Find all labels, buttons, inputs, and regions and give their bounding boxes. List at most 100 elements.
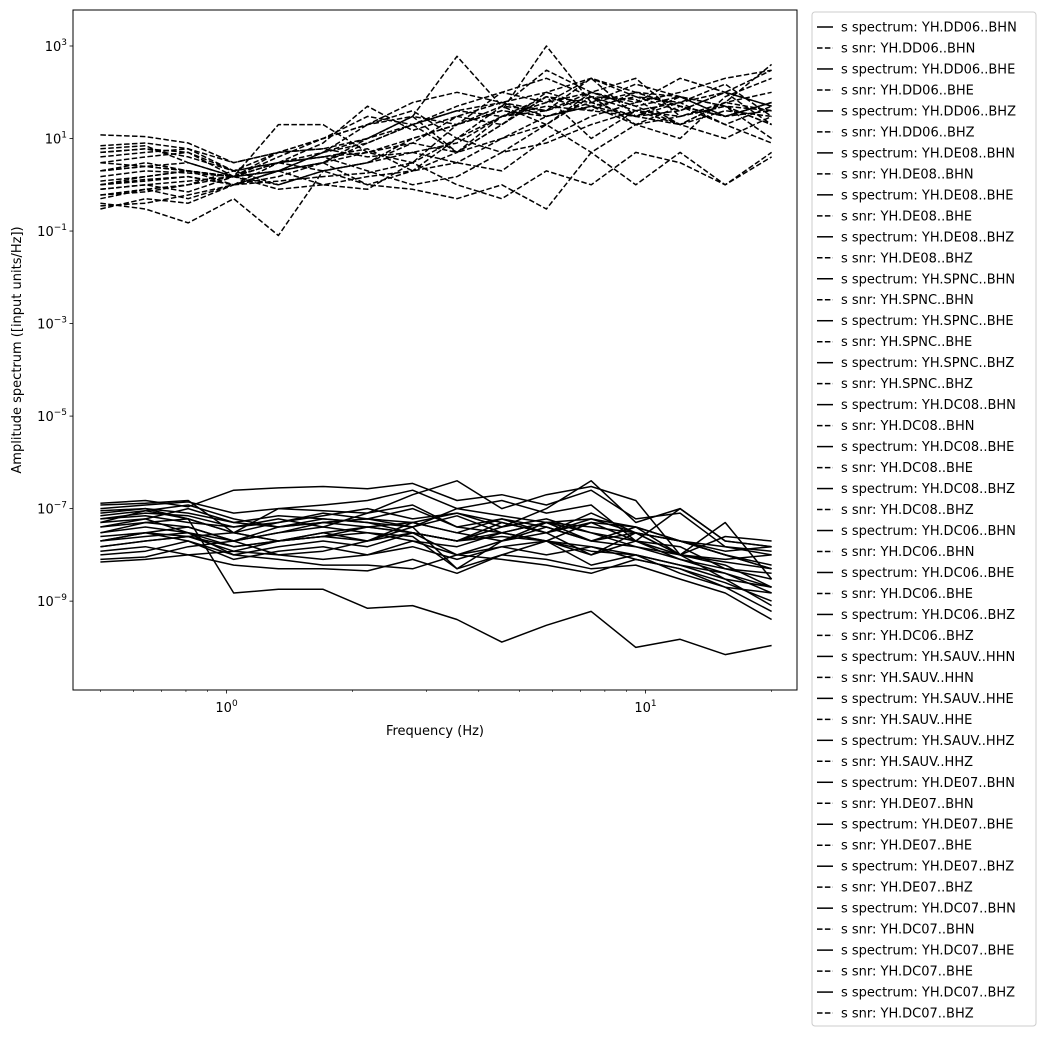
legend-label: s spectrum: YH.DE08..BHZ — [841, 230, 1014, 245]
legend-label: s spectrum: YH.DE08..BHN — [841, 146, 1015, 161]
legend-label: s spectrum: YH.SPNC..BHE — [841, 314, 1014, 329]
legend-label: s spectrum: YH.DD06..BHN — [841, 21, 1017, 36]
legend-entry: s spectrum: YH.SAUV..HHE — [817, 692, 1014, 707]
series-line-37 — [100, 91, 773, 191]
legend-entry: s snr: YH.SAUV..HHE — [817, 713, 972, 728]
series-line-13 — [100, 77, 772, 237]
legend-label: s snr: YH.DC08..BHN — [841, 419, 974, 434]
legend-label: s spectrum: YH.DC07..BHN — [841, 902, 1016, 917]
legend-entry: s spectrum: YH.DE07..BHN — [817, 776, 1015, 791]
legend-entry: s spectrum: YH.DD06..BHN — [817, 21, 1017, 36]
legend-entry: s snr: YH.DC06..BHN — [817, 545, 974, 560]
legend-label: s snr: YH.DE07..BHZ — [841, 881, 973, 896]
legend-label: s spectrum: YH.DC07..BHZ — [841, 986, 1015, 1001]
legend-entry: s snr: YH.DE07..BHE — [817, 839, 972, 854]
legend-entry: s spectrum: YH.DC08..BHZ — [817, 482, 1015, 497]
legend-label: s spectrum: YH.SAUV..HHZ — [841, 734, 1014, 749]
legend-label: s spectrum: YH.DC07..BHE — [841, 944, 1014, 959]
series-line-30 — [100, 507, 772, 656]
legend-entry: s spectrum: YH.DC08..BHE — [817, 440, 1014, 455]
legend-label: s snr: YH.DC07..BHN — [841, 923, 974, 938]
legend-label: s snr: YH.SAUV..HHE — [841, 713, 972, 728]
y-axis-label: Amplitude spectrum ([input units/Hz]) — [10, 226, 25, 473]
series-line-31 — [100, 91, 772, 207]
legend-entry: s spectrum: YH.SPNC..BHN — [817, 272, 1015, 287]
tick-label: 10−9 — [37, 593, 67, 610]
series-line-45 — [100, 77, 772, 186]
legend-entry: s spectrum: YH.DE07..BHE — [817, 818, 1014, 833]
legend-label: s snr: YH.SPNC..BHE — [841, 335, 972, 350]
legend-label: s spectrum: YH.DC08..BHN — [841, 398, 1016, 413]
tick-label: 10−1 — [37, 223, 67, 240]
legend-entry: s snr: YH.DC07..BHZ — [817, 1007, 974, 1022]
legend-label: s spectrum: YH.DE08..BHE — [841, 188, 1014, 203]
tick-label: 100 — [215, 699, 238, 716]
series-line-27 — [100, 69, 772, 172]
legend-label: s snr: YH.DC07..BHZ — [841, 1007, 974, 1022]
legend-entry: s spectrum: YH.DD06..BHE — [817, 62, 1015, 77]
legend-label: s snr: YH.DC06..BHE — [841, 587, 973, 602]
legend-label: s spectrum: YH.SPNC..BHZ — [841, 356, 1014, 371]
legend-entry: s snr: YH.DC06..BHZ — [817, 629, 974, 644]
series-lines — [100, 45, 773, 656]
series-line-39 — [100, 77, 772, 186]
legend-entry: s snr: YH.DE07..BHZ — [817, 881, 973, 896]
legend-entry: s snr: YH.SPNC..BHN — [817, 293, 974, 308]
legend-label: s spectrum: YH.DE07..BHE — [841, 818, 1014, 833]
tick-label: 10−5 — [37, 408, 67, 425]
legend-entry: s snr: YH.DE08..BHE — [817, 209, 972, 224]
legend-label: s snr: YH.DE07..BHN — [841, 797, 974, 812]
legend-entry: s snr: YH.DE08..BHZ — [817, 251, 973, 266]
legend-entry: s snr: YH.DC08..BHN — [817, 419, 974, 434]
legend-box — [811, 11, 1037, 1027]
legend-label: s spectrum: YH.DC08..BHE — [841, 440, 1014, 455]
series-line-47 — [100, 77, 772, 178]
legend-label: s snr: YH.DC06..BHZ — [841, 629, 974, 644]
legend-label: s spectrum: YH.DD06..BHZ — [841, 104, 1016, 119]
legend-entry: s snr: YH.DE08..BHN — [817, 167, 974, 182]
legend-label: s snr: YH.SAUV..HHZ — [841, 755, 973, 770]
legend-entry: s spectrum: YH.SPNC..BHE — [817, 314, 1014, 329]
legend-entry: s spectrum: YH.DE08..BHZ — [817, 230, 1014, 245]
series-line-41 — [100, 91, 772, 200]
plot-frame — [72, 9, 798, 691]
series-line-35 — [100, 63, 773, 172]
legend-label: s snr: YH.DC07..BHE — [841, 965, 973, 980]
legend-entry: s spectrum: YH.DC06..BHZ — [817, 608, 1015, 623]
legend-label: s spectrum: YH.SPNC..BHN — [841, 272, 1015, 287]
legend-label: s spectrum: YH.DC06..BHZ — [841, 608, 1015, 623]
legend-entry: s spectrum: YH.DC06..BHN — [817, 524, 1016, 539]
tick-label: 10−3 — [37, 316, 67, 333]
legend-label: s spectrum: YH.SAUV..HHN — [841, 650, 1015, 665]
legend-entry: s spectrum: YH.DC07..BHN — [817, 902, 1016, 917]
series-line-42 — [100, 489, 772, 548]
legend-label: s snr: YH.DE08..BHZ — [841, 251, 973, 266]
legend-entry: s spectrum: YH.DE08..BHN — [817, 146, 1015, 161]
series-line-44 — [100, 507, 772, 556]
tick-label: 10−7 — [37, 501, 67, 518]
tick-label: 101 — [45, 131, 67, 148]
legend-entry: s snr: YH.SPNC..BHZ — [817, 377, 973, 392]
legend-entry: s spectrum: YH.DC07..BHZ — [817, 986, 1015, 1001]
series-line-19 — [100, 77, 772, 193]
legend-label: s snr: YH.SAUV..HHN — [841, 671, 974, 686]
legend-label: s snr: YH.DD06..BHN — [841, 41, 975, 56]
legend-label: s snr: YH.DC08..BHE — [841, 461, 973, 476]
legend-label: s snr: YH.DE07..BHE — [841, 839, 972, 854]
series-line-38 — [100, 521, 772, 570]
legend-entry: s spectrum: YH.DE07..BHZ — [817, 860, 1014, 875]
x-axis-label: Frequency (Hz) — [386, 724, 484, 739]
legend-entry: s spectrum: YH.DC08..BHN — [817, 398, 1016, 413]
legend-label: s snr: YH.DE08..BHE — [841, 209, 972, 224]
legend-label: s snr: YH.SPNC..BHZ — [841, 377, 973, 392]
series-line-34 — [100, 545, 772, 621]
legend-label: s snr: YH.DD06..BHE — [841, 83, 974, 98]
legend-entry: s spectrum: YH.DD06..BHZ — [817, 104, 1016, 119]
legend-entry: s snr: YH.SPNC..BHE — [817, 335, 972, 350]
series-line-18 — [100, 480, 773, 580]
legend-label: s snr: YH.DC08..BHZ — [841, 503, 974, 518]
legend: s spectrum: YH.DD06..BHN s snr: YH.DD06..… — [811, 11, 1037, 1027]
legend-label: s spectrum: YH.DC06..BHN — [841, 524, 1016, 539]
legend-entry: s snr: YH.DC07..BHE — [817, 965, 973, 980]
legend-entry: s snr: YH.DD06..BHE — [817, 83, 974, 98]
